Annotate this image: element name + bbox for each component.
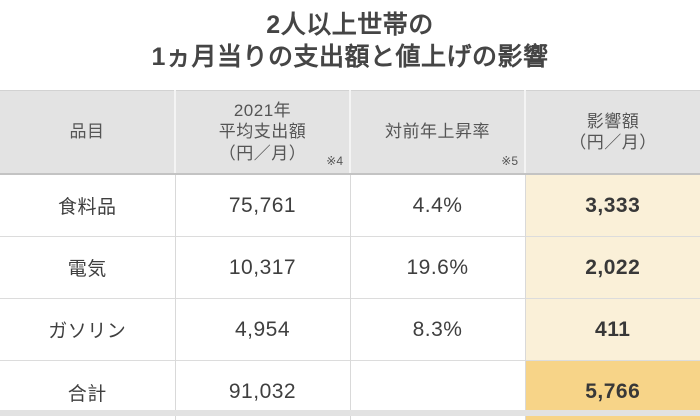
cell-rate: 8.3% — [349, 298, 525, 361]
cell-item: ガソリン — [0, 298, 175, 361]
table-row-electricity: 電気 10,317 19.6% 2,022 — [0, 236, 700, 299]
header-spend-line2: 平均支出額 — [218, 122, 307, 142]
cell-spend: 4,954 — [174, 298, 350, 361]
cell-impact: 2,022 — [524, 236, 700, 299]
cell-rate: 19.6% — [349, 236, 525, 299]
table-header: 品目 2021年 平均支出額 （円／月） ※4 対前年上昇率 ※5 影響額 （円… — [0, 90, 700, 175]
header-cell-rate: 対前年上昇率 ※5 — [349, 90, 525, 175]
cell-impact: 411 — [524, 298, 700, 361]
bottom-divider-bar — [0, 410, 700, 416]
table-row-gasoline: ガソリン 4,954 8.3% 411 — [0, 298, 700, 361]
header-spend-line3: （円／月） — [218, 143, 307, 163]
footnote-ref-4: ※4 — [326, 154, 343, 168]
page-title-line1: 2人以上世帯の — [266, 11, 434, 39]
header-item-label: 品目 — [69, 122, 105, 142]
header-cell-item: 品目 — [0, 90, 175, 175]
page-title: 2人以上世帯の 1ヵ月当りの支出額と値上げの影響 — [0, 0, 700, 73]
page-title-line2: 1ヵ月当りの支出額と値上げの影響 — [151, 43, 549, 71]
table-row-food: 食料品 75,761 4.4% 3,333 — [0, 174, 700, 237]
cell-spend: 75,761 — [174, 174, 350, 237]
cell-item: 食料品 — [57, 197, 117, 218]
cell-impact: 3,333 — [524, 174, 700, 237]
expenditure-table: 品目 2021年 平均支出額 （円／月） ※4 対前年上昇率 ※5 影響額 （円… — [0, 90, 700, 420]
table-body: 食料品 75,761 4.4% 3,333 電気 10,317 19.6% 2,… — [0, 174, 700, 420]
header-impact-line1: 影響額 — [586, 111, 640, 131]
cell-spend: 10,317 — [174, 236, 350, 299]
cell-rate: 4.4% — [349, 174, 525, 237]
header-cell-impact: 影響額 （円／月） — [524, 90, 700, 175]
footnote-ref-5: ※5 — [501, 154, 518, 168]
cell-item: 電気 — [0, 236, 175, 299]
header-impact-line2: （円／月） — [569, 133, 657, 152]
header-row: 品目 2021年 平均支出額 （円／月） ※4 対前年上昇率 ※5 影響額 （円… — [0, 90, 700, 175]
header-cell-spend: 2021年 平均支出額 （円／月） ※4 — [174, 90, 350, 175]
header-spend-line1: 2021年 — [233, 101, 292, 121]
header-rate-label: 対前年上昇率 — [385, 122, 490, 142]
